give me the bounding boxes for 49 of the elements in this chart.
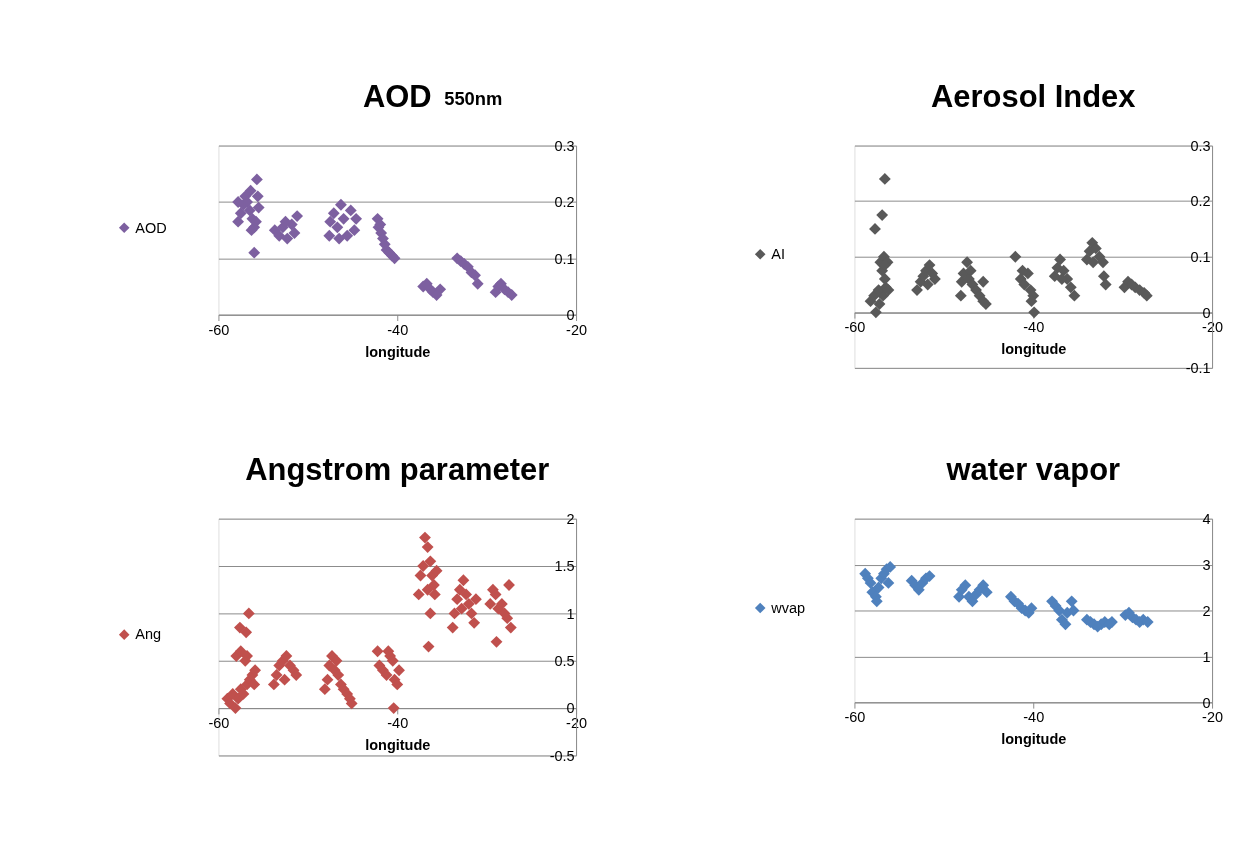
x-tick-label: -40	[1023, 319, 1045, 336]
y-tick-label: 0.1	[1190, 249, 1211, 266]
y-tick-label: 2	[566, 510, 575, 527]
y-tick-label: -0.1	[1185, 360, 1211, 377]
x-axis-title: longitude	[1001, 341, 1067, 358]
point	[1053, 604, 1066, 617]
y-tick-label: 0	[1202, 304, 1211, 321]
x-tick-label: -60	[844, 709, 866, 726]
y-tick-label: 0.3	[1190, 137, 1211, 154]
y-tick-label: 0.3	[554, 137, 575, 154]
legend-label: AOD	[135, 219, 167, 236]
x-tick-label: -20	[566, 714, 588, 731]
chart-title: Angstrom parameter	[245, 452, 550, 488]
y-tick-label: 0	[1202, 694, 1211, 711]
y-tick-label: 0.5	[554, 653, 575, 670]
x-tick-label: -60	[844, 319, 866, 336]
y-tick-label: 0.2	[554, 194, 575, 211]
x-tick-label: -60	[208, 714, 230, 731]
x-axis-title: longitude	[365, 343, 431, 360]
x-axis-title: longitude	[1001, 731, 1067, 748]
x-axis-title: longitude	[365, 737, 431, 754]
y-tick-label: 0.2	[1190, 193, 1211, 210]
y-tick-label: -0.5	[549, 747, 575, 764]
y-tick-label: 0	[566, 307, 575, 324]
y-tick-label: 1.5	[554, 558, 575, 575]
point	[882, 577, 895, 589]
x-tick-label: -20	[1202, 319, 1224, 336]
point	[1065, 595, 1078, 608]
y-tick-label: 0.1	[554, 250, 575, 267]
legend-label: Ang	[135, 626, 162, 643]
x-tick-label: -20	[566, 321, 588, 338]
chart-title: AOD	[362, 78, 432, 114]
chart-subtitle: 550nm	[444, 87, 503, 109]
y-tick-label: 2	[1202, 602, 1211, 619]
x-tick-label: -40	[387, 714, 409, 731]
y-tick-label: 1	[1202, 648, 1211, 665]
y-tick-label: 3	[1202, 556, 1211, 573]
y-tick-label: 1	[566, 605, 575, 622]
x-tick-label: -40	[1023, 709, 1045, 726]
y-tick-label: 4	[1202, 510, 1211, 527]
legend-label: wvap	[770, 599, 806, 616]
point	[872, 581, 885, 594]
chart-title: Aerosol Index	[931, 78, 1136, 114]
legend-label: AI	[771, 246, 785, 263]
x-tick-label: -40	[387, 321, 409, 338]
x-tick-label: -20	[1202, 709, 1224, 726]
chart-title: water vapor	[945, 452, 1121, 488]
y-tick-label: 0	[566, 700, 575, 717]
x-tick-label: -60	[208, 321, 230, 338]
